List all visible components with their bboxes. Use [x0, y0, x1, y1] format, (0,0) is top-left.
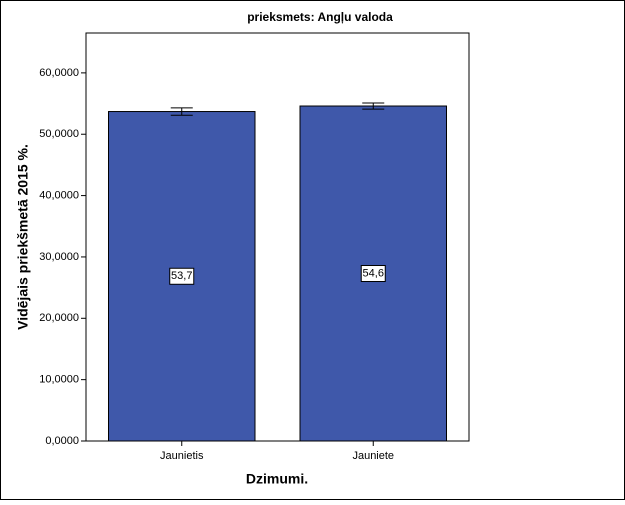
y-tick-label: 60,0000 [39, 67, 79, 79]
y-tick-label: 30,0000 [39, 251, 79, 263]
x-tick-label: Jaunietis [160, 450, 204, 462]
y-tick-label: 0,0000 [45, 435, 79, 447]
x-tick-label: Jauniete [352, 450, 394, 462]
y-tick-label: 40,0000 [39, 189, 79, 201]
value-label: 54,6 [363, 267, 384, 279]
y-tick-label: 20,0000 [39, 312, 79, 324]
y-axis-label: Vidējais priekšmetā 2015 %. [15, 144, 31, 330]
y-tick-label: 10,0000 [39, 374, 79, 386]
value-label: 53,7 [171, 270, 192, 282]
chart-title: prieksmets: Angļu valoda [247, 10, 393, 24]
y-tick-label: 50,0000 [39, 128, 79, 140]
value-label-box [169, 267, 195, 285]
value-label-box [360, 265, 386, 283]
x-axis-label: Dzimumi. [246, 471, 308, 487]
